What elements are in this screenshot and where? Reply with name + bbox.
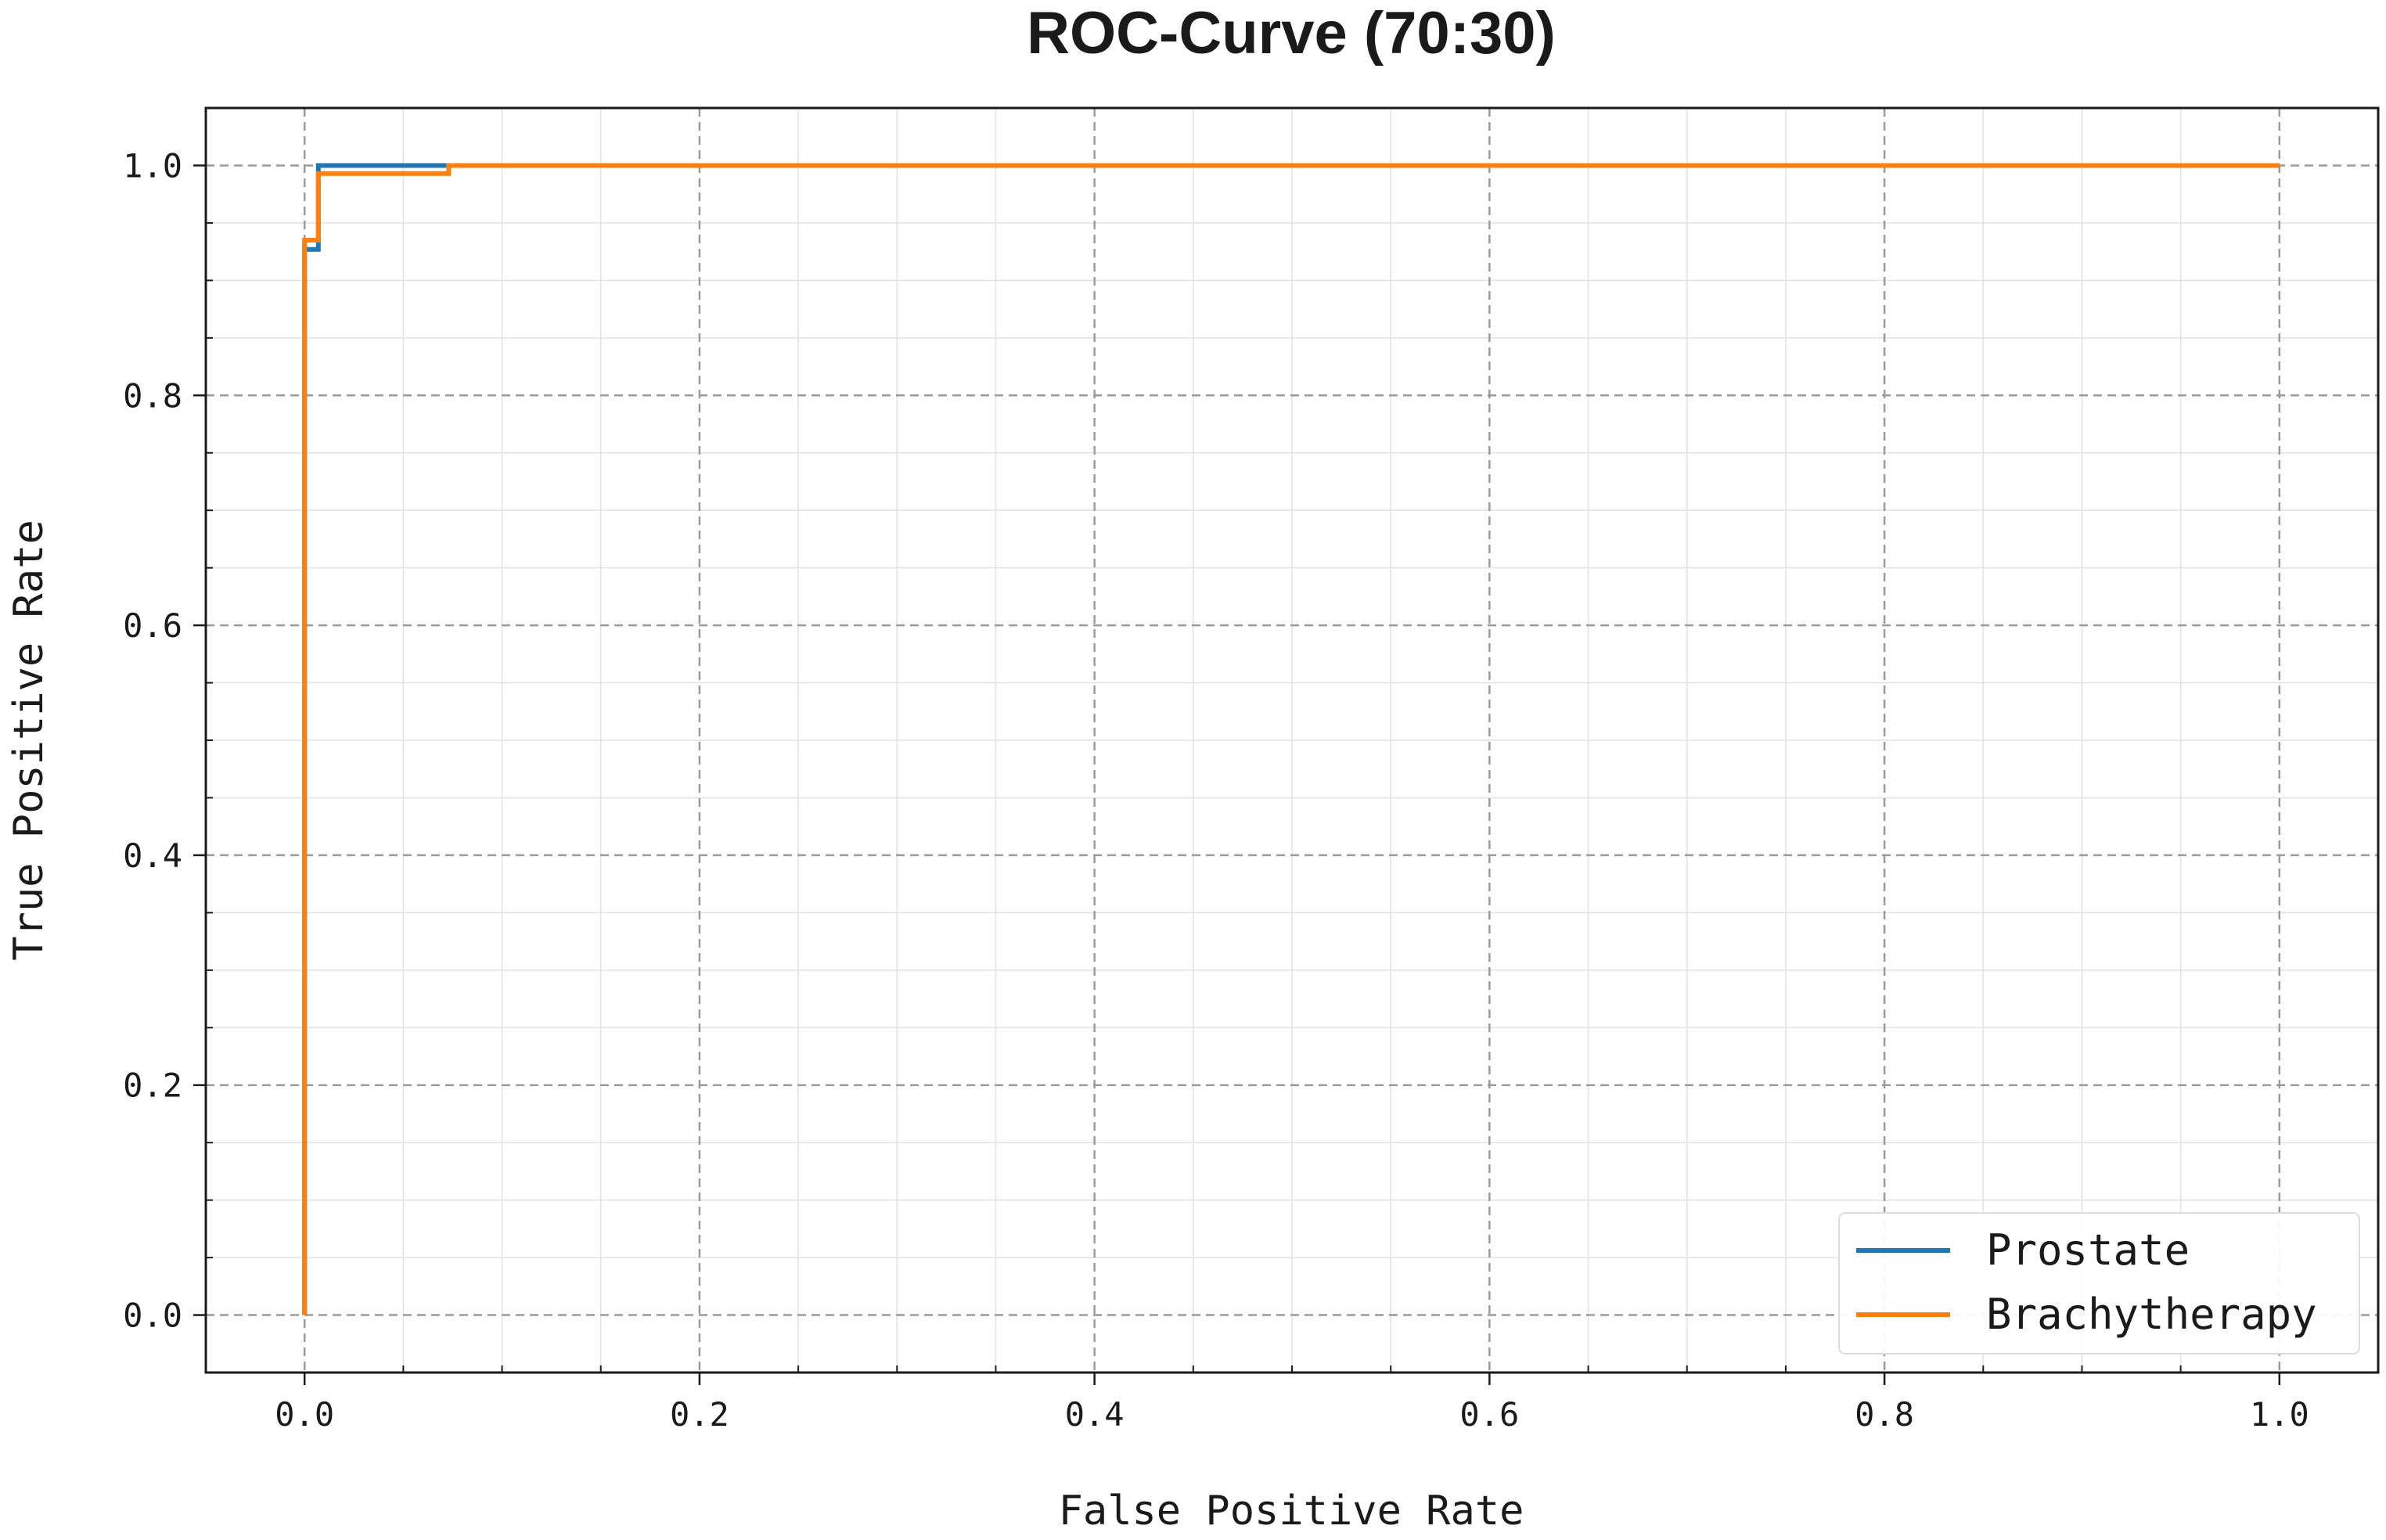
- minor-grid: [205, 107, 2379, 1373]
- x-tick-label: 0.0: [275, 1395, 334, 1434]
- y-tick-label: 0.6: [123, 606, 182, 645]
- chart-title: ROC-Curve (70:30): [1027, 0, 1556, 67]
- y-tick-label: 1.0: [123, 146, 182, 185]
- x-tick-label: 0.2: [670, 1395, 729, 1434]
- x-tick-label: 0.4: [1065, 1395, 1125, 1434]
- x-tick-label: 0.6: [1459, 1395, 1519, 1434]
- x-tick-label: 0.8: [1855, 1395, 1914, 1434]
- legend-box: [1838, 1212, 2360, 1355]
- y-axis-label: True Positive Rate: [5, 520, 52, 961]
- series-line-brachytherapy: [302, 163, 2280, 1315]
- x-axis-label: False Positive Rate: [1059, 1488, 1524, 1535]
- y-tick-label: 0.8: [123, 376, 182, 415]
- y-tick-label: 0.2: [123, 1067, 182, 1105]
- legend-label-prostate: Prostate: [1986, 1225, 2190, 1275]
- legend-label-brachytherapy: Brachytherapy: [1986, 1290, 2317, 1339]
- y-tick-label: 0.0: [123, 1297, 182, 1335]
- y-tick-label: 0.4: [123, 837, 182, 875]
- series-layer: [302, 163, 2280, 1315]
- ticks-layer: 0.0 0.2 0.4 0.6 0.8 1.0 0.0 0.2 0.4 0.6 0.8 1.0: [123, 107, 2379, 1434]
- x-tick-label: 1.0: [2250, 1395, 2309, 1434]
- legend: Prostate Brachytherapy: [1838, 1212, 2360, 1355]
